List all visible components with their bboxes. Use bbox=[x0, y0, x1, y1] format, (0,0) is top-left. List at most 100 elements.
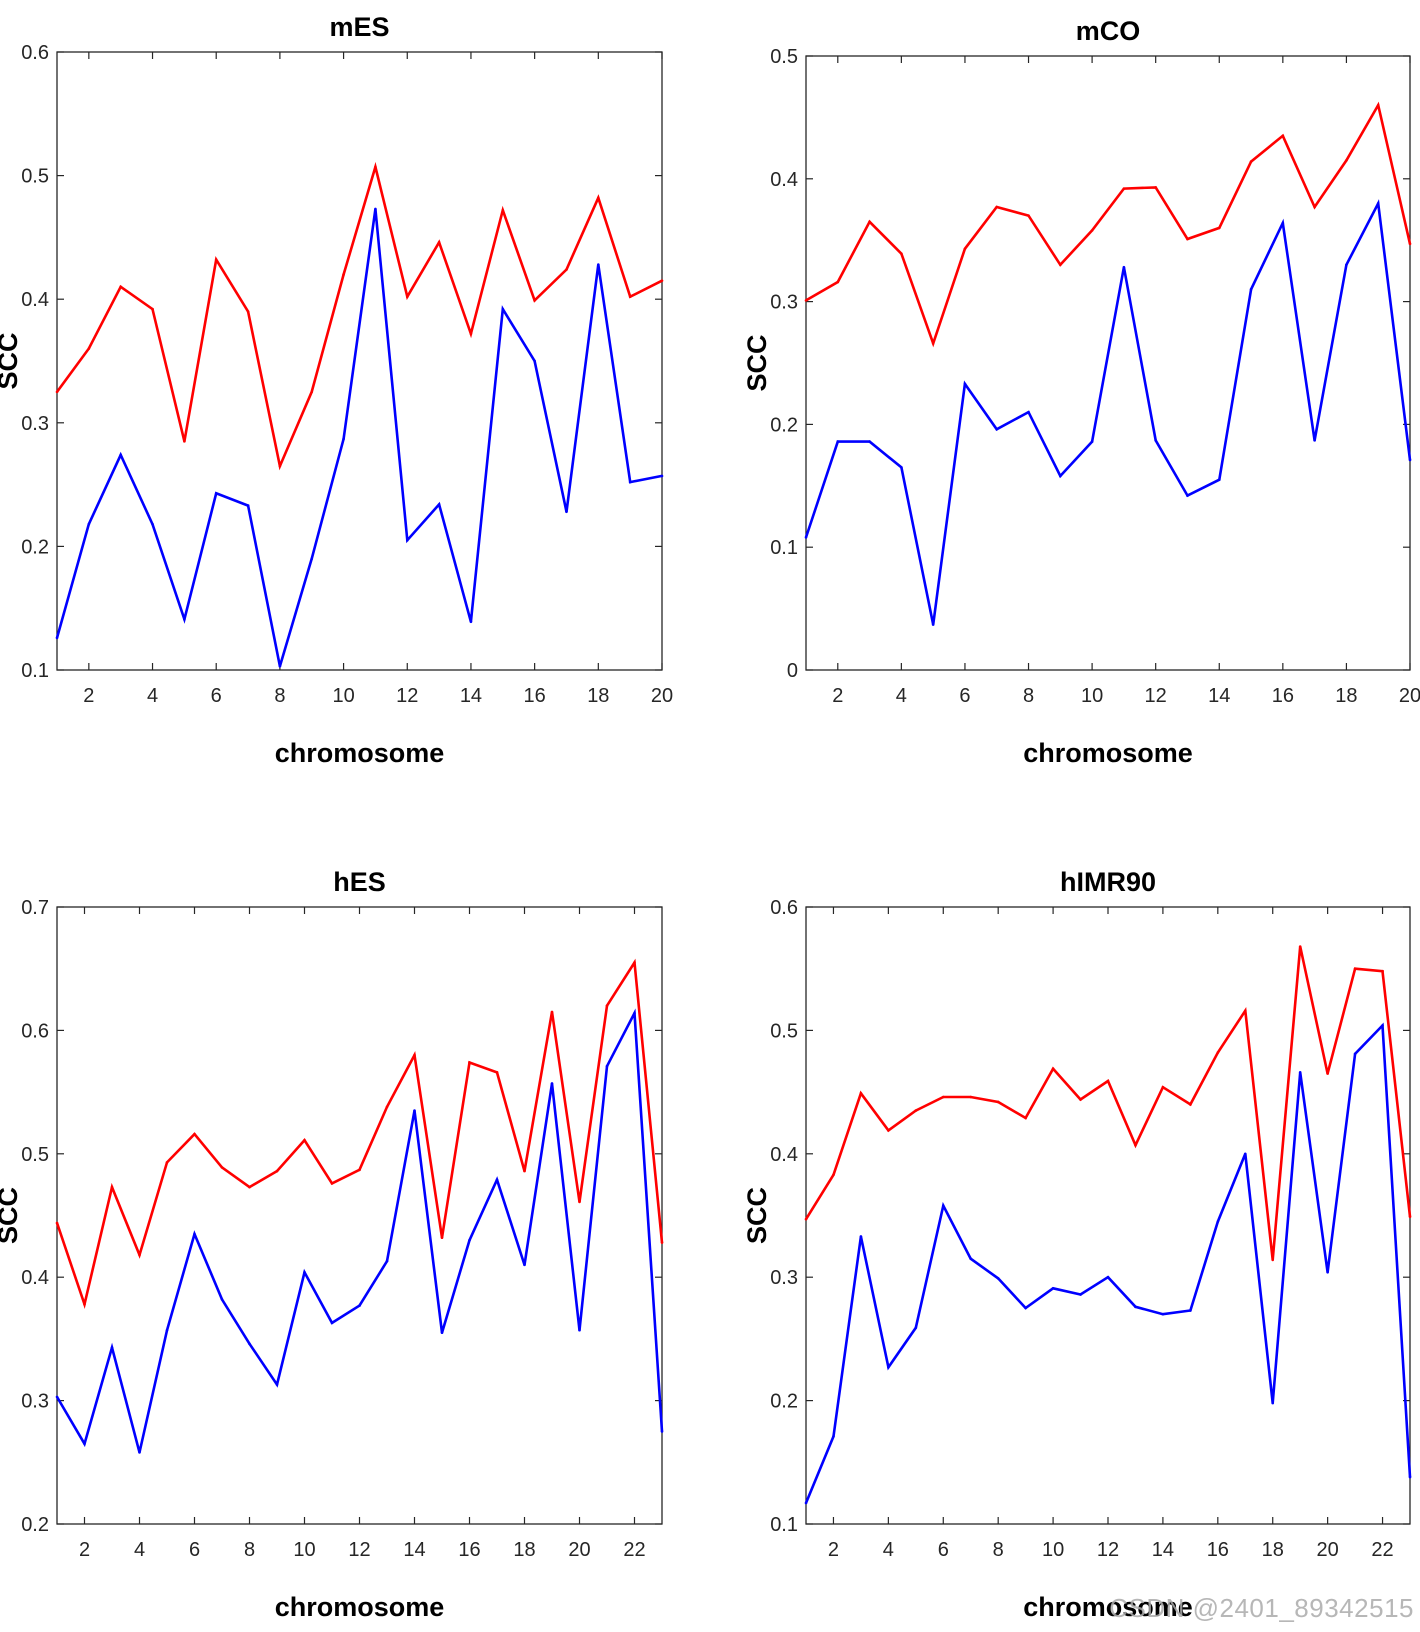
x-tick-label: 2 bbox=[79, 1539, 90, 1561]
data-point-red bbox=[501, 208, 505, 212]
data-point-red bbox=[660, 279, 664, 282]
data-point-red bbox=[55, 390, 59, 394]
data-point-blue bbox=[501, 307, 505, 311]
x-axis-label: chromosome bbox=[1023, 1592, 1193, 1622]
data-point-red bbox=[628, 295, 632, 299]
data-point-blue bbox=[578, 1328, 581, 1332]
data-point-red bbox=[578, 1200, 581, 1204]
x-tick-label: 16 bbox=[458, 1539, 480, 1561]
panel-himr90: 2 4 6 8 10 12 14 16 18 20 22 0.1 0.2 0.3 0.4 0.5 0.6 hIMR… bbox=[742, 867, 1412, 1622]
data-point-blue bbox=[440, 1331, 444, 1335]
data-point-blue bbox=[963, 382, 967, 386]
y-tick-label: 0.6 bbox=[770, 897, 798, 919]
x-tick-label: 16 bbox=[524, 685, 546, 707]
data-point-blue bbox=[374, 207, 377, 211]
x-tick-label: 2 bbox=[828, 1539, 839, 1561]
plot-box bbox=[56, 51, 663, 671]
data-point-red bbox=[995, 205, 999, 209]
data-point-red bbox=[550, 1010, 554, 1014]
data-point-red bbox=[523, 1169, 526, 1173]
plot-box bbox=[805, 906, 1411, 1525]
data-point-blue bbox=[55, 1395, 59, 1399]
y-tick-label: 0.4 bbox=[21, 289, 49, 311]
y-tick-label: 0.4 bbox=[770, 1144, 798, 1166]
data-point-blue bbox=[275, 1383, 279, 1386]
x-tick-label: 12 bbox=[348, 1539, 370, 1561]
x-tick-label: 10 bbox=[332, 685, 354, 707]
panel-title: hES bbox=[333, 867, 386, 897]
data-point-red bbox=[1408, 1215, 1412, 1219]
data-point-red bbox=[437, 241, 441, 244]
y-tick-label: 0.2 bbox=[21, 1514, 49, 1536]
panel-mco: 2 4 6 8 10 12 14 16 18 20 0 0.1 0.2 0.3 0.4 0.5 mCO chrom… bbox=[742, 16, 1420, 768]
data-point-red bbox=[193, 1132, 196, 1136]
data-point-blue bbox=[597, 263, 600, 266]
data-point-red bbox=[1106, 1079, 1110, 1083]
y-tick-label: 0.2 bbox=[770, 1391, 798, 1413]
y-tick-label: 0.5 bbox=[21, 1144, 49, 1166]
x-tick-label: 2 bbox=[83, 685, 94, 707]
y-axis-label: SCC bbox=[742, 334, 772, 391]
data-point-red bbox=[385, 1105, 389, 1109]
data-point-blue bbox=[914, 1326, 918, 1330]
data-point-red bbox=[330, 1182, 334, 1185]
data-point-blue bbox=[941, 1204, 945, 1207]
data-point-blue bbox=[523, 1263, 526, 1267]
data-point-blue bbox=[183, 618, 186, 621]
data-point-blue bbox=[836, 440, 840, 443]
data-point-blue bbox=[468, 1238, 471, 1242]
data-point-blue bbox=[887, 1365, 890, 1369]
data-point-blue bbox=[193, 1232, 196, 1236]
y-tick-label: 0.3 bbox=[770, 1267, 798, 1289]
panel-title: mES bbox=[329, 12, 389, 42]
data-point-blue bbox=[110, 1346, 114, 1349]
panel-hes: 2 4 6 8 10 12 14 16 18 20 22 0.2 0.3 0.4 0.5 0.6 0.7 hES c… bbox=[0, 867, 664, 1622]
data-point-blue bbox=[969, 1257, 973, 1260]
data-point-red bbox=[1189, 1103, 1192, 1106]
data-point-red bbox=[605, 1004, 609, 1008]
y-axis-label: SCC bbox=[742, 1187, 772, 1244]
data-point-blue bbox=[1376, 202, 1380, 205]
data-point-blue bbox=[495, 1178, 499, 1182]
plot-box bbox=[56, 906, 663, 1525]
y-axis-label: SCC bbox=[0, 332, 23, 389]
x-tick-label: 2 bbox=[832, 685, 843, 707]
data-point-blue bbox=[1027, 410, 1030, 414]
data-point-blue bbox=[385, 1259, 389, 1263]
data-point-blue bbox=[1090, 440, 1094, 443]
x-tick-label: 10 bbox=[293, 1539, 315, 1561]
data-point-red bbox=[1090, 229, 1094, 232]
data-point-red bbox=[374, 165, 377, 169]
data-point-blue bbox=[1345, 263, 1348, 267]
y-tick-label: 0.1 bbox=[770, 537, 798, 559]
x-tick-label: 14 bbox=[1208, 685, 1230, 707]
series-line-blue bbox=[55, 208, 663, 667]
data-point-blue bbox=[278, 664, 282, 668]
x-tick-label: 18 bbox=[587, 685, 609, 707]
data-point-blue bbox=[804, 536, 808, 539]
y-tick-label: 0.3 bbox=[770, 292, 798, 314]
y-tick-label: 0.2 bbox=[770, 414, 798, 436]
data-point-blue bbox=[87, 522, 91, 526]
y-tick-label: 0.6 bbox=[21, 1020, 49, 1042]
data-point-red bbox=[220, 1166, 224, 1169]
data-point-blue bbox=[1161, 1312, 1165, 1316]
data-point-blue bbox=[1079, 1293, 1082, 1296]
data-point-blue bbox=[900, 466, 903, 469]
y-tick-label: 0.5 bbox=[770, 46, 798, 68]
data-point-red bbox=[165, 1161, 169, 1164]
data-point-blue bbox=[1216, 1220, 1220, 1223]
data-point-blue bbox=[330, 1321, 334, 1325]
y-tick-label: 0.6 bbox=[21, 42, 49, 64]
watermark-text: CSDN @2401_89342515 bbox=[1109, 1593, 1414, 1623]
data-point-blue bbox=[550, 1082, 554, 1085]
data-point-red bbox=[868, 220, 871, 224]
x-tick-label: 10 bbox=[1081, 685, 1103, 707]
data-point-red bbox=[55, 1221, 59, 1225]
data-point-blue bbox=[628, 480, 632, 484]
data-point-red bbox=[278, 464, 282, 468]
data-point-blue bbox=[1249, 288, 1253, 291]
data-point-blue bbox=[859, 1235, 863, 1238]
series-line-red bbox=[805, 101, 1412, 348]
